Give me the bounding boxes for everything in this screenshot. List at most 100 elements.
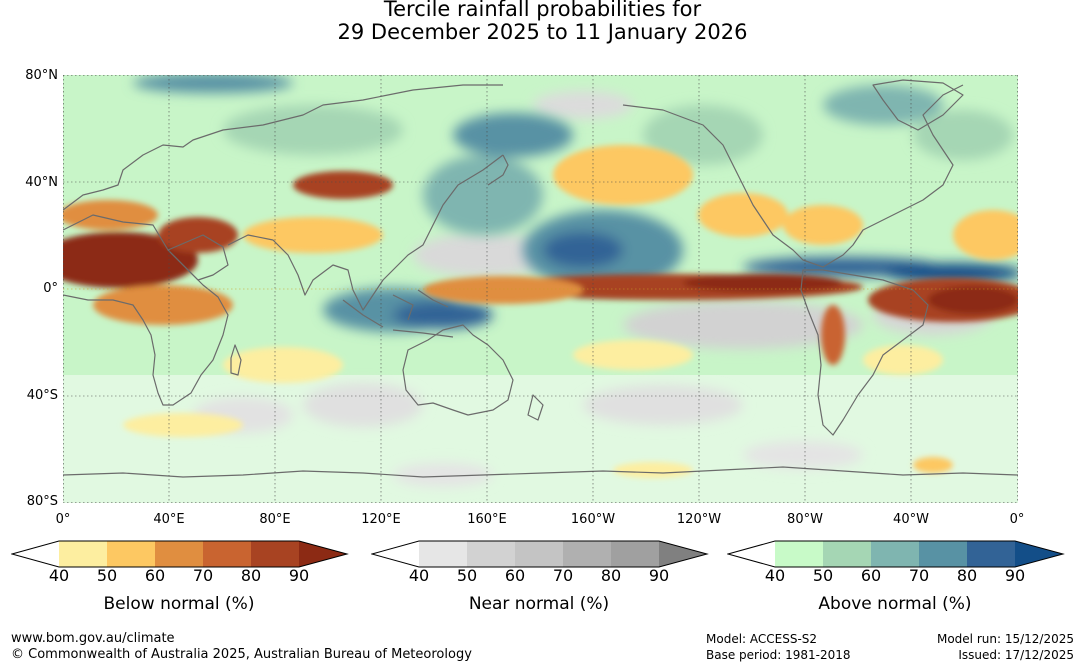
lat-label-80s: 80°S <box>26 494 58 509</box>
above-normal-patch <box>223 105 403 155</box>
colorbar-segment <box>59 541 107 567</box>
legend-caption-near-normal: Near normal (%) <box>468 594 610 614</box>
coastline-arabia <box>167 234 229 281</box>
colorbar-tick: 60 <box>504 566 526 585</box>
colorbar-segment <box>251 541 299 567</box>
footer-url: www.bom.gov.au/climate <box>11 631 175 646</box>
near-normal-patch <box>303 383 423 427</box>
coastline-africa <box>63 214 229 406</box>
colorbar-segment <box>155 541 203 567</box>
colorbar-outline <box>11 540 349 568</box>
colorbar-below-normal <box>11 540 351 568</box>
colorbar-segment <box>611 541 659 567</box>
below-normal-patch <box>953 210 1018 260</box>
footer-model: Model: ACCESS-S2 <box>706 632 818 646</box>
near-normal-patch <box>743 441 863 469</box>
colorbar-tick: 90 <box>288 566 310 585</box>
colorbar-segment <box>823 541 871 567</box>
colorbar-segment <box>967 541 1015 567</box>
near-normal-patch <box>623 301 863 349</box>
colorbar-tick: 70 <box>552 566 574 585</box>
above-normal-patch <box>453 113 573 157</box>
colorbar-segment <box>107 541 155 567</box>
below-normal-patch <box>158 217 238 253</box>
footer-base-period: Base period: 1981-2018 <box>706 648 851 662</box>
lat-label-80n: 80°N <box>25 68 58 83</box>
above-normal-patch <box>393 301 493 329</box>
below-normal-patch <box>63 232 198 288</box>
colorbar-tick: 60 <box>860 566 882 585</box>
below-normal-patch <box>63 200 158 230</box>
colorbar-segment <box>299 541 347 567</box>
coastline-north-america <box>622 84 964 268</box>
lon-label-0-east: 0° <box>1009 512 1025 527</box>
colorbar-segment <box>871 541 919 567</box>
chart-title-line1: Tercile rainfall probabilities for <box>383 0 702 21</box>
coastline-australia <box>402 324 514 416</box>
coastline-europe <box>63 84 503 211</box>
legend-caption-above-normal: Above normal (%) <box>818 594 972 614</box>
lat-label-40n: 40°N <box>25 175 58 190</box>
colorbar-segment <box>419 541 467 567</box>
colorbar-near-normal <box>371 540 711 568</box>
colorbar-above-normal-graphic <box>727 540 1065 568</box>
colorbar-tick: 40 <box>48 566 70 585</box>
colorbar-outline <box>727 540 1065 568</box>
below-normal-patch <box>683 274 843 292</box>
below-normal-patch <box>223 347 343 383</box>
colorbar-near-normal-graphic <box>371 540 709 568</box>
footer-issued: Issued: 17/12/2025 <box>958 648 1074 662</box>
colorbar-tick: 50 <box>456 566 478 585</box>
above-normal-patch <box>883 263 1018 283</box>
coastline-madagascar <box>230 344 242 376</box>
above-normal-patch <box>133 75 293 93</box>
chart-title-line2: 29 December 2025 to 11 January 2026 <box>337 20 748 44</box>
colorbar-tick: 80 <box>956 566 978 585</box>
below-normal-patch <box>863 345 943 375</box>
colorbar-segment <box>203 541 251 567</box>
coastline-south-america <box>800 269 929 436</box>
below-normal-patch <box>821 305 845 365</box>
footer-model-run: Model run: 15/12/2025 <box>936 632 1074 646</box>
coastline-japan <box>487 154 509 186</box>
colorbar-tick: 90 <box>648 566 670 585</box>
near-normal-patch <box>533 91 633 119</box>
lon-label-160w: 160°W <box>570 512 616 527</box>
above-normal-patch <box>913 110 1013 160</box>
colorbar-tick: 70 <box>908 566 930 585</box>
below-normal-patch <box>553 145 693 205</box>
near-normal-patch <box>583 385 743 425</box>
colorbar-tick: 70 <box>192 566 214 585</box>
colorbar-tick: 60 <box>144 566 166 585</box>
below-normal-patch <box>613 462 693 478</box>
below-normal-patch <box>928 286 1018 314</box>
below-normal-patch <box>243 217 383 253</box>
below-normal-patch <box>293 171 393 199</box>
colorbar-segment <box>659 541 707 567</box>
legend-caption-below-normal: Below normal (%) <box>103 594 255 614</box>
below-normal-patch <box>123 413 243 437</box>
graticule <box>63 75 1018 503</box>
colorbar-segment <box>775 541 823 567</box>
below-normal-patch <box>783 205 863 245</box>
below-normal-patch <box>913 457 953 473</box>
below-normal-patch <box>93 285 233 325</box>
lon-label-40w: 40°W <box>893 512 929 527</box>
coastlines <box>63 79 1018 478</box>
lon-label-160e: 160°E <box>467 512 507 527</box>
above-normal-patch <box>423 155 543 235</box>
rainfall-probability-map <box>63 75 1018 503</box>
map-noise-white <box>63 375 1018 503</box>
lon-label-0: 0° <box>55 512 71 527</box>
colorbar-tick: 40 <box>408 566 430 585</box>
coastline-antarctica <box>63 466 1018 478</box>
lon-label-40e: 40°E <box>153 512 185 527</box>
colorbar-tick: 40 <box>764 566 786 585</box>
above-normal-patches <box>133 75 1018 332</box>
colorbar-segment <box>515 541 563 567</box>
colorbar-tick: 50 <box>812 566 834 585</box>
below-normal-patch <box>573 340 693 370</box>
lat-label-40s: 40°S <box>26 388 58 403</box>
colorbar-segment <box>1015 541 1063 567</box>
below-normal-patches <box>63 145 1018 478</box>
